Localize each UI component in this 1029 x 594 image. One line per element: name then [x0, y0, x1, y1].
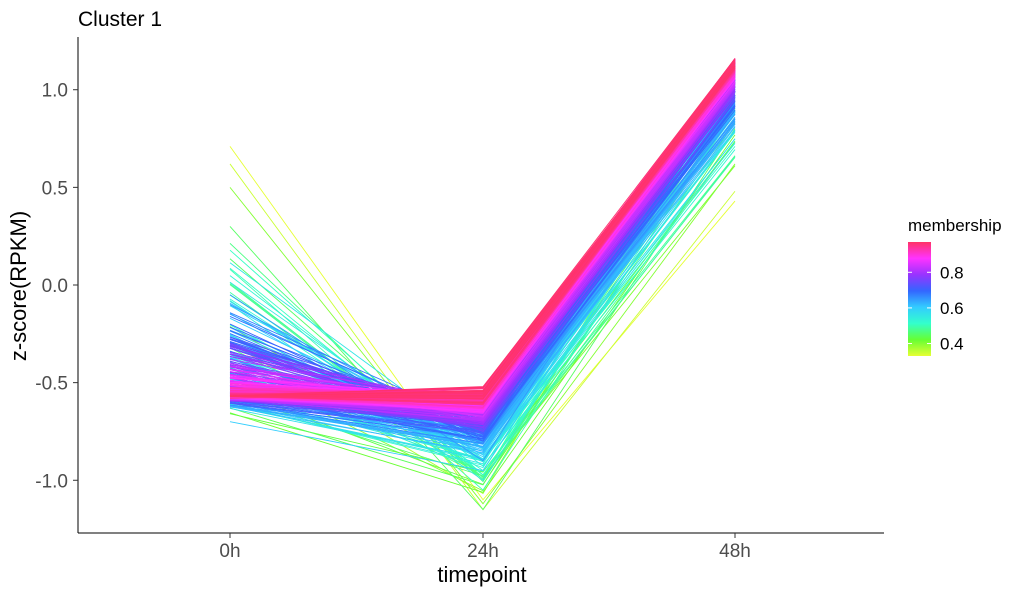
profile-line: [229, 109, 736, 491]
legend-ticks: 0.4 0.6 0.8: [908, 263, 964, 354]
profile-line: [229, 61, 736, 407]
profile-line: [229, 64, 736, 431]
profile-line: [229, 149, 736, 466]
profile-line: [229, 60, 736, 403]
profile-line: [229, 61, 736, 404]
legend-tick-label: 0.6: [940, 299, 964, 318]
x-tick-label: 48h: [719, 541, 751, 562]
profile-line: [229, 89, 736, 427]
profile-line: [229, 101, 736, 424]
profile-line: [229, 79, 736, 400]
y-axis-title: z-score(RPKM): [6, 211, 31, 361]
profile-line: [229, 64, 736, 402]
profile-line: [229, 90, 736, 427]
profile-line: [229, 66, 736, 401]
y-tick-label: 0.0: [42, 276, 68, 297]
x-tick-label: 24h: [467, 541, 499, 562]
x-axis-title: timepoint: [437, 562, 526, 587]
profile-line: [229, 67, 736, 405]
y-tick-label: -0.5: [35, 374, 68, 395]
membership-legend: membership 0.4 0.6 0.8: [908, 216, 1002, 356]
legend-tick-label: 0.8: [940, 263, 964, 282]
legend-tick-label: 0.4: [940, 335, 964, 354]
profile-line: [229, 68, 736, 400]
profile-line: [229, 163, 736, 505]
profile-line: [229, 66, 736, 399]
profile-line: [229, 58, 736, 405]
profile-line: [229, 68, 736, 404]
profile-line: [229, 60, 736, 405]
profile-line: [229, 59, 736, 405]
legend-colorbar: [908, 242, 931, 356]
y-tick-label: 1.0: [42, 81, 68, 102]
profile-line: [229, 67, 736, 405]
profile-line: [229, 107, 736, 424]
profile-line: [229, 128, 736, 511]
profile-line: [229, 63, 736, 404]
profile-line: [229, 76, 736, 404]
profile-line: [229, 58, 736, 397]
profile-line: [229, 86, 736, 486]
legend-title: membership: [908, 216, 1002, 235]
profile-line: [229, 68, 736, 404]
profile-line: [229, 80, 736, 428]
profile-line: [229, 80, 736, 428]
profile-line: [229, 82, 736, 410]
profile-line: [229, 58, 736, 407]
profile-line: [229, 69, 736, 398]
profile-line: [229, 66, 736, 414]
profile-line: [229, 59, 736, 407]
y-tick-label: -1.0: [35, 471, 68, 492]
profile-line: [229, 58, 736, 397]
profile-lines: [229, 58, 736, 511]
profile-line: [229, 61, 736, 405]
x-axis-ticks: 0h 24h 48h: [219, 533, 751, 562]
profile-line: [229, 138, 736, 467]
y-tick-label: 0.5: [42, 178, 68, 199]
profile-line: [229, 85, 736, 407]
profile-line: [229, 75, 736, 404]
y-axis-ticks: -1.0 -0.5 0.0 0.5 1.0: [35, 81, 78, 492]
profile-line: [229, 65, 736, 397]
chart-title: Cluster 1: [78, 8, 162, 31]
x-tick-label: 0h: [219, 541, 240, 562]
profile-line: [229, 146, 736, 501]
profile-line: [229, 59, 736, 397]
profile-line: [229, 75, 736, 404]
